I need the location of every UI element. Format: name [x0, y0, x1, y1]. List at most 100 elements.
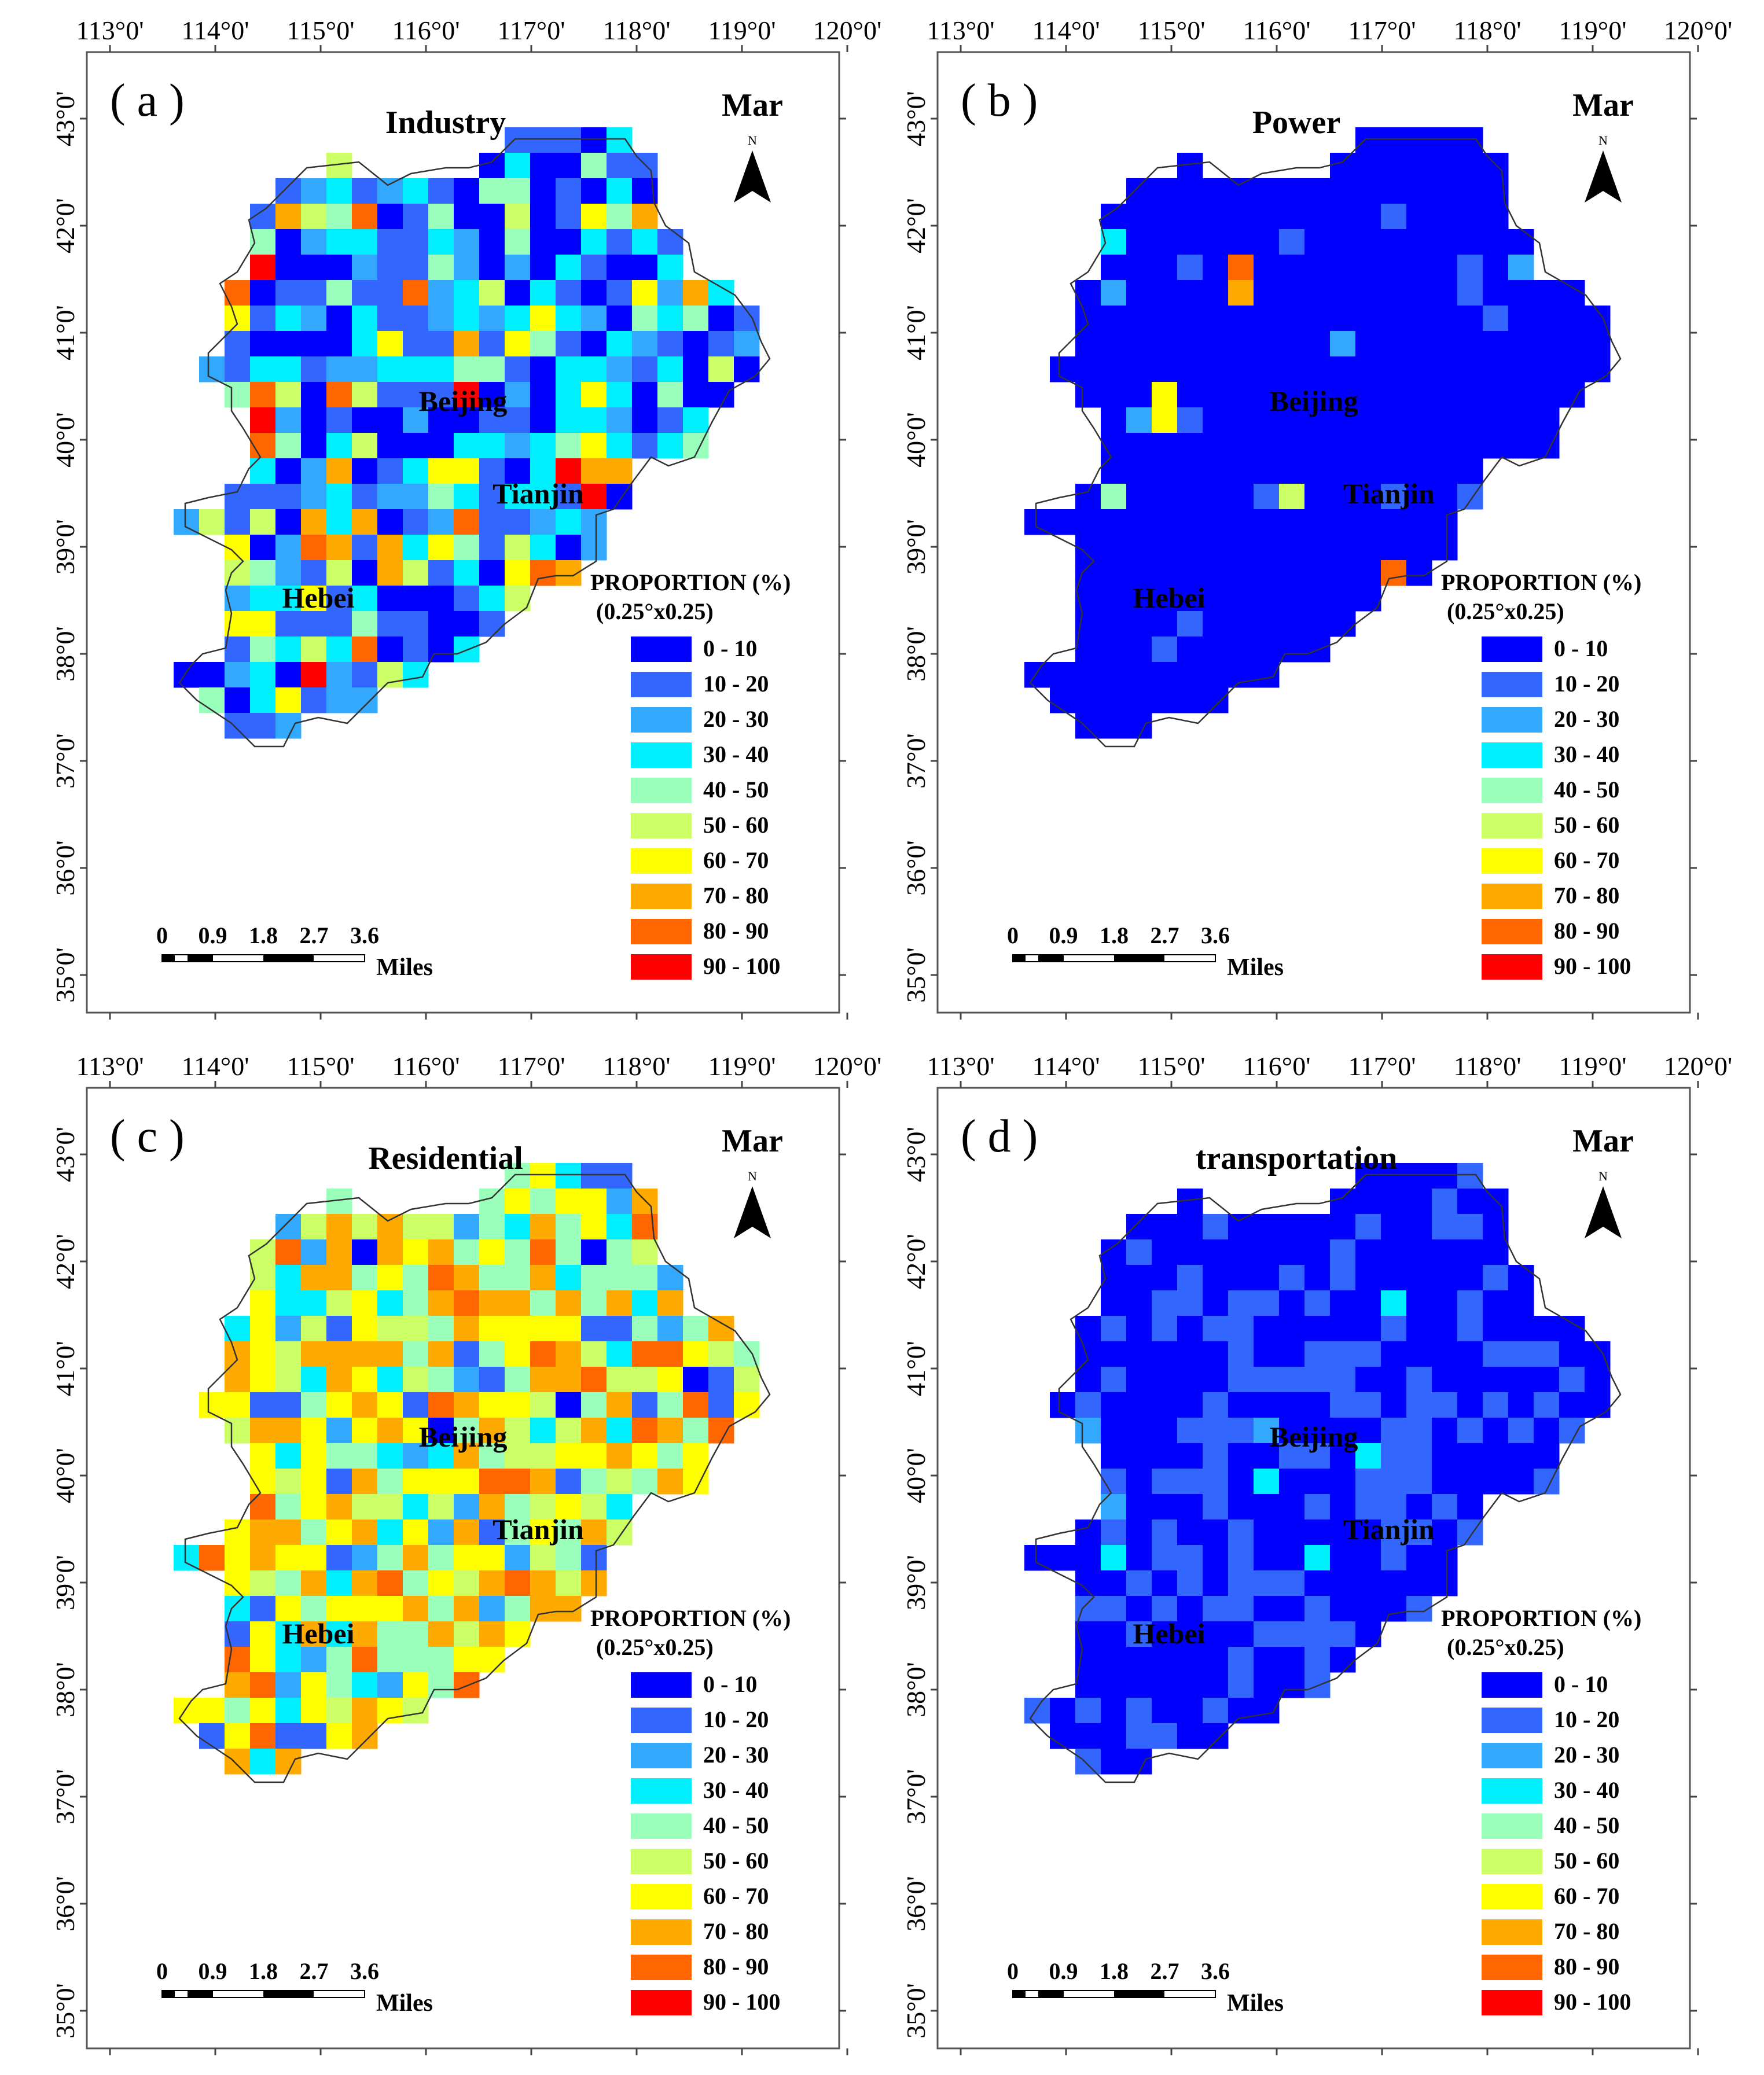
- grid-cell: [1177, 1621, 1203, 1647]
- grid-cell: [428, 280, 454, 306]
- grid-cell: [607, 1494, 633, 1520]
- grid-cell: [1101, 1621, 1127, 1647]
- grid-cell: [1177, 382, 1203, 408]
- grid-cell: [428, 255, 454, 281]
- grid-cell: [1279, 1621, 1305, 1647]
- grid-cell: [1406, 178, 1432, 204]
- grid-cell: [1534, 280, 1560, 306]
- grid-cell: [1432, 1265, 1458, 1291]
- grid-cell: [1406, 1570, 1432, 1596]
- grid-cell: [632, 1189, 658, 1215]
- grid-cell: [734, 1392, 760, 1418]
- lon-label: 119°0': [1559, 1051, 1627, 1081]
- grid-cell: [1381, 229, 1407, 255]
- grid-cell: [1406, 509, 1432, 535]
- grid-cell: [1483, 331, 1509, 357]
- legend-swatch: [631, 813, 692, 838]
- grid-cell: [1177, 331, 1203, 357]
- grid-cell: [505, 1316, 531, 1342]
- grid-cell: [1254, 484, 1280, 510]
- grid-cell: [1203, 687, 1229, 713]
- grid-cell: [1075, 484, 1101, 510]
- grid-cell: [1177, 1418, 1203, 1444]
- grid-cell: [326, 433, 352, 459]
- grid-cell: [1101, 1520, 1127, 1546]
- grid-cell: [607, 255, 633, 281]
- grid-cell: [1330, 1367, 1356, 1393]
- grid-cell: [454, 484, 480, 510]
- grid-cell: [428, 1469, 454, 1495]
- grid-cell: [225, 1341, 251, 1367]
- grid-cell: [301, 382, 327, 408]
- grid-cell: [683, 1443, 709, 1469]
- grid-cell: [377, 255, 403, 281]
- grid-cell: [403, 1367, 429, 1393]
- grid-cell: [607, 382, 633, 408]
- grid-cell: [377, 586, 403, 612]
- grid-cell: [1432, 407, 1458, 433]
- grid-cell: [1254, 509, 1280, 535]
- grid-cell: [479, 255, 505, 281]
- grid-cell: [377, 1469, 403, 1495]
- grid-cell: [1177, 1596, 1203, 1622]
- grid-cell: [1406, 1392, 1432, 1418]
- grid-cell: [556, 1520, 582, 1546]
- grid-cell: [581, 1418, 607, 1444]
- grid-cell: [1228, 331, 1254, 357]
- grid-cell: [1254, 382, 1280, 408]
- grid-cell: [1279, 586, 1305, 612]
- grid-cell: [1152, 331, 1178, 357]
- grid-cell: [275, 1494, 302, 1520]
- panel-title: transportation: [1196, 1140, 1397, 1176]
- scale-tick-label: 0.9: [1049, 922, 1078, 948]
- grid-cell: [1355, 204, 1381, 230]
- grid-cell: [454, 255, 480, 281]
- grid-cell: [377, 407, 403, 433]
- grid-cell: [683, 1392, 709, 1418]
- grid-cell: [352, 1367, 378, 1393]
- grid-cell: [403, 1316, 429, 1342]
- city-label-beijing: Beijing: [419, 385, 508, 417]
- grid-cell: [1101, 713, 1127, 739]
- grid-cell: [225, 1698, 251, 1724]
- grid-cell: [275, 1469, 302, 1495]
- grid-cell: [1203, 1239, 1229, 1265]
- grid-cell: [632, 255, 658, 281]
- grid-cell: [1152, 1723, 1178, 1749]
- grid-cell: [632, 433, 658, 459]
- grid-cell: [683, 280, 709, 306]
- grid-cell: [377, 1392, 403, 1418]
- grid-cell: [505, 1596, 531, 1622]
- grid-cell: [1152, 1469, 1178, 1495]
- grid-cell: [1126, 1698, 1152, 1724]
- grid-cell: [632, 1392, 658, 1418]
- grid-cell: [377, 356, 403, 382]
- grid-cell: [326, 407, 352, 433]
- grid-cell: [1177, 1443, 1203, 1469]
- grid-cell: [530, 1239, 556, 1265]
- grid-cell: [1228, 1290, 1254, 1316]
- grid-cell: [1279, 1316, 1305, 1342]
- legend-swatch: [1482, 884, 1542, 909]
- grid-cell: [1254, 1596, 1280, 1622]
- lat-label: 40°0': [901, 412, 931, 468]
- grid-cell: [530, 127, 556, 153]
- grid-cell: [1457, 229, 1483, 255]
- grid-cell: [1432, 1418, 1458, 1444]
- grid-cell: [505, 1469, 531, 1495]
- grid-cell: [657, 1469, 683, 1495]
- grid-cell: [1152, 306, 1178, 332]
- month-label: Mar: [1572, 87, 1634, 123]
- grid-cell: [1126, 687, 1152, 713]
- grid-cell: [1177, 458, 1203, 484]
- grid-cell: [352, 1239, 378, 1265]
- grid-cell: [1075, 1341, 1101, 1367]
- north-letter: N: [748, 133, 757, 148]
- grid-cell: [1406, 433, 1432, 459]
- grid-cell: [225, 484, 251, 510]
- grid-cell: [1508, 1316, 1534, 1342]
- lon-label: 113°0': [927, 16, 995, 45]
- grid-cell: [505, 1545, 531, 1571]
- grid-cell: [1559, 1392, 1585, 1418]
